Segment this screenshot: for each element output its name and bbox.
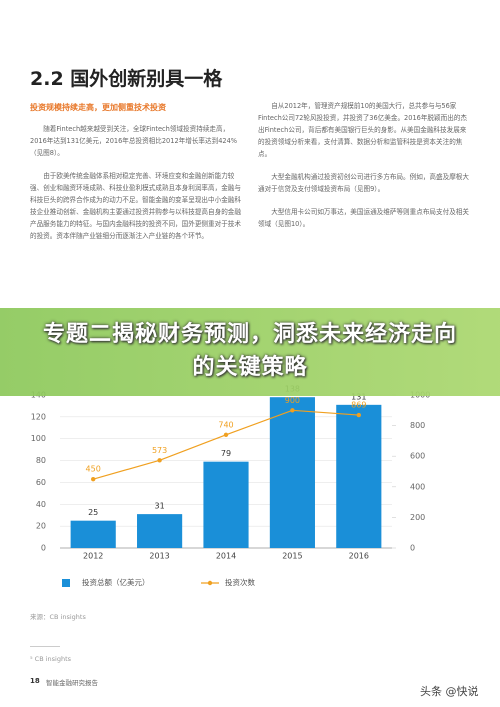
y-tick-label: 40 [36, 500, 46, 509]
page-number: 18 [30, 677, 40, 685]
paragraph: 随着Fintech越来越受到关注，全球Fintech领域投资持续走高，2016年… [30, 125, 238, 157]
bar-value-label: 25 [88, 508, 98, 517]
legend-swatch [62, 579, 70, 587]
line-value-label: 740 [218, 420, 233, 429]
y-tick-label: 20 [36, 522, 46, 531]
y-tick-label: 100 [31, 434, 46, 443]
x-tick-label: 2013 [149, 552, 169, 561]
bar [336, 404, 382, 548]
footnote: ⁵ CB insights [30, 655, 72, 663]
x-tick-label: 2016 [349, 552, 369, 561]
x-tick-label: 2012 [83, 552, 103, 561]
section-title: 2.2 国外创新别具一格 [30, 68, 223, 90]
line-point [290, 408, 295, 413]
y2-tick-label: 400 [410, 482, 425, 491]
y-tick-label: 60 [36, 478, 46, 487]
y-tick-label: 0 [41, 544, 46, 553]
banner [0, 308, 500, 396]
line-value-label: 869 [351, 401, 366, 410]
y2-tick-label: 200 [410, 513, 425, 522]
line-point [223, 432, 229, 437]
line-value-label: 900 [285, 396, 300, 405]
bar-value-label: 79 [221, 449, 231, 458]
line-point [356, 412, 361, 418]
x-tick-label: 2014 [216, 552, 236, 561]
bar [269, 397, 315, 548]
paragraph: 由于欧美传统金融体系相对稳定完善、环境应变和金融创新能力较强、创业和融资环境成熟… [30, 172, 241, 240]
line-value-label: 450 [86, 465, 101, 474]
y-tick-label: 80 [36, 456, 46, 465]
paragraph: 自从2012年，管理资产规模前10的美国大行，总共参与与56家Fintech公司… [258, 102, 467, 158]
legend-swatch [207, 580, 213, 586]
banner-text: 专题二揭秘财务预测，洞悉未来经济走向的关键策略 [42, 322, 457, 380]
footnote-rule [30, 646, 60, 647]
line-value-label: 573 [152, 446, 167, 455]
legend-label: 投资总额（亿美元） [82, 577, 150, 587]
y2-tick-label: 0 [410, 544, 415, 553]
x-tick-label: 2015 [282, 552, 302, 561]
legend-label: 投资次数 [225, 577, 255, 587]
report-name: 智能金融研究报告 [46, 679, 98, 687]
y2-tick-label: 800 [410, 421, 425, 430]
y-tick-label: 120 [31, 412, 46, 421]
subheading: 投资规模持续走高，更加侧重技术投资 [30, 103, 166, 112]
line-point [91, 476, 96, 482]
bar-value-label: 131 [351, 392, 366, 401]
paragraph: 大型信用卡公司如万事达，美国运通及维萨等则重点布局支付及相关领域（见图10）。 [258, 208, 469, 228]
source: 来源：CB insights [30, 613, 86, 621]
watermark: 头条 @快说 [420, 685, 479, 698]
y2-tick-label: 600 [410, 452, 425, 461]
bar [70, 520, 116, 548]
bar [203, 461, 249, 548]
right-column: 自从2012年，管理资产规模前10的美国大行，总共参与与56家Fintech公司… [258, 100, 470, 241]
bar [137, 514, 183, 548]
line-point [157, 458, 162, 463]
bar-value-label: 31 [155, 502, 165, 511]
left-column: 随着Fintech越来越受到关注，全球Fintech领域投资持续走高，2016年… [30, 123, 245, 253]
paragraph: 大型金融机构通过投资初创公司进行多方布局。例如，高盛及摩根大通对于信贷及支付领域… [258, 173, 469, 193]
